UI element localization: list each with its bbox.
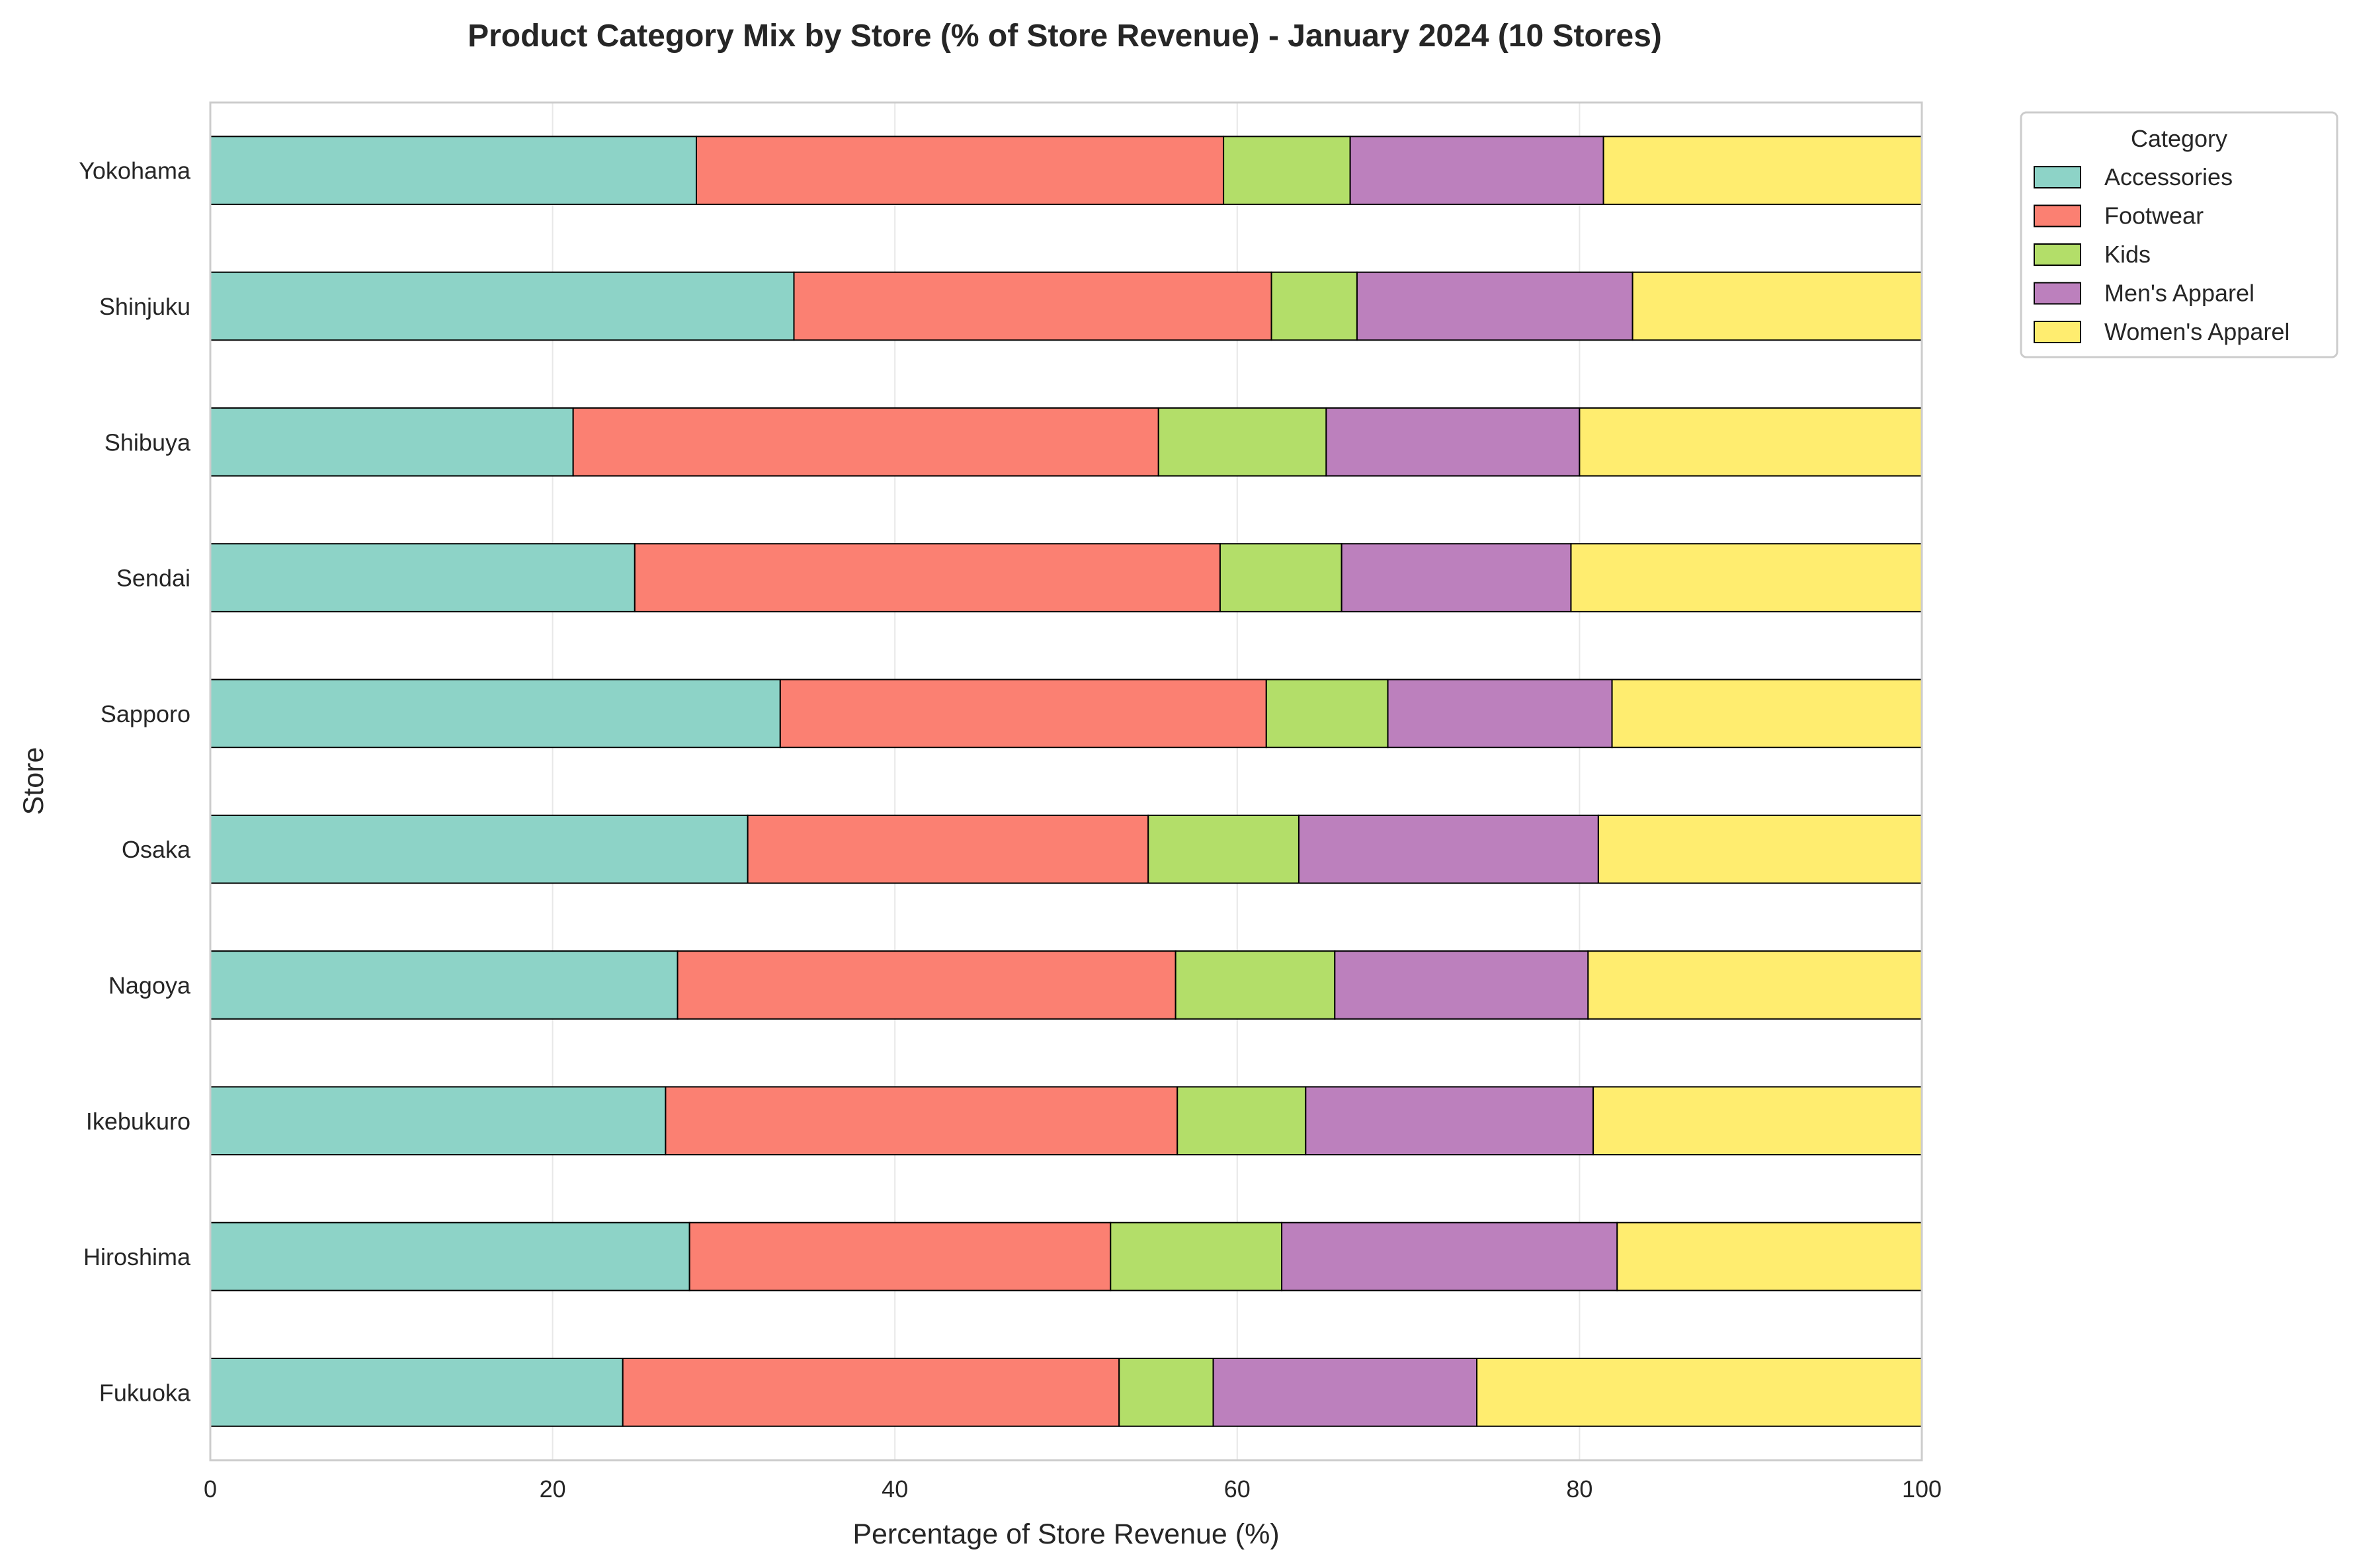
bar-segment <box>665 1086 1178 1156</box>
legend-swatch <box>2034 282 2081 305</box>
bar-segment <box>1219 543 1342 612</box>
legend-swatch <box>2034 166 2081 188</box>
y-tick-label: Shinjuku <box>99 293 190 320</box>
bar-segment <box>1334 950 1589 1020</box>
y-tick-label: Fukuoka <box>99 1379 191 1406</box>
bar-segment <box>1118 1358 1214 1427</box>
bar-segment <box>210 1358 624 1427</box>
legend: Category Accessories Footwear Kids Men's Ap… <box>2020 111 2338 358</box>
bar-segment <box>1570 543 1922 612</box>
legend-swatch <box>2034 204 2081 227</box>
bar-segment <box>210 136 697 205</box>
bar-segment <box>1157 407 1327 477</box>
y-tick-label: Hiroshima <box>83 1243 191 1270</box>
y-tick-label: Sapporo <box>101 700 190 727</box>
bar-segment <box>1476 1358 1923 1427</box>
x-tick-label: 40 <box>882 1475 908 1503</box>
bar-segment <box>747 814 1149 884</box>
bar-segment <box>1349 136 1604 205</box>
x-tick-labels: 0 20 40 60 80 100 <box>204 1475 1942 1503</box>
bar-segment <box>695 136 1225 205</box>
y-tick-label: Yokohama <box>79 157 191 185</box>
y-tick-label: Shibuya <box>104 429 191 456</box>
legend-swatch <box>2034 321 2081 343</box>
bar-segment <box>1212 1358 1478 1427</box>
x-tick-label: 100 <box>1902 1475 1942 1503</box>
legend-title: Category <box>2131 125 2227 152</box>
bar-segment <box>210 950 679 1020</box>
bar-segment <box>1597 814 1922 884</box>
legend-label: Women's Apparel <box>2104 318 2290 345</box>
bar-segment <box>634 543 1221 612</box>
bar-segment <box>1611 679 1923 749</box>
bar-segment <box>1579 407 1922 477</box>
bar-segment <box>1175 950 1336 1020</box>
bar-segment <box>1265 679 1389 749</box>
bar-segment <box>1356 271 1633 341</box>
bar-segment <box>1602 136 1923 205</box>
bar-segment <box>210 543 636 612</box>
x-tick-label: 80 <box>1566 1475 1592 1503</box>
bar-segment <box>210 1086 667 1156</box>
bar-segment <box>210 814 749 884</box>
y-tick-label: Ikebukuro <box>86 1108 190 1135</box>
legend-label: Kids <box>2104 241 2151 268</box>
plot-area: 0 20 40 60 80 100 Yokohama Shinjuku Shibuya Send… <box>79 101 1942 1503</box>
chart-title: Product Category Mix by Store (% of Stor… <box>468 19 1662 54</box>
bar-segment <box>1631 271 1922 341</box>
bar-segment <box>688 1221 1112 1292</box>
x-tick-label: 20 <box>540 1475 566 1503</box>
bar-segment <box>677 950 1176 1020</box>
bar-segment <box>1223 136 1351 205</box>
y-axis-label: Store <box>18 747 50 815</box>
bar-segment <box>1305 1086 1594 1156</box>
bar-segment <box>1616 1221 1922 1292</box>
legend-label: Footwear <box>2104 202 2204 229</box>
y-tick-label: Sendai <box>116 565 190 592</box>
bar-segment <box>1341 543 1572 612</box>
bar-segment <box>1387 679 1613 749</box>
legend-frame <box>2020 111 2338 358</box>
bar-segment <box>1592 1086 1922 1156</box>
bar-segment <box>1325 407 1581 477</box>
bar-segment <box>210 1221 690 1292</box>
plot-frame <box>209 101 1923 1462</box>
x-tick-label: 0 <box>204 1475 217 1503</box>
x-tick-label: 60 <box>1224 1475 1251 1503</box>
bar-segment <box>210 271 795 341</box>
legend-label: Accessories <box>2104 163 2233 190</box>
legend-entries: Accessories Footwear Kids Men's Apparel Wome… <box>2034 163 2290 345</box>
bar-segment <box>1147 814 1300 884</box>
bars <box>210 136 1923 1427</box>
bar-segment <box>210 407 574 477</box>
bar-segment <box>1176 1086 1307 1156</box>
y-tick-label: Osaka <box>122 836 191 863</box>
y-tick-labels: Yokohama Shinjuku Shibuya Sendai Sapporo Osak… <box>79 157 191 1407</box>
bar-segment <box>1298 814 1599 884</box>
bar-segment <box>572 407 1159 477</box>
legend-swatch <box>2034 243 2081 266</box>
bar-segment <box>210 679 781 749</box>
bar-segment <box>622 1358 1120 1427</box>
legend-label: Men's Apparel <box>2104 280 2254 307</box>
bar-segment <box>793 271 1272 341</box>
bar-segment <box>779 679 1267 749</box>
y-tick-label: Nagoya <box>108 971 191 999</box>
bar-segment <box>1587 950 1923 1020</box>
bar-segment <box>1270 271 1358 341</box>
bar-segment <box>1281 1221 1618 1292</box>
bar-segment <box>1110 1221 1283 1292</box>
x-axis-label: Percentage of Store Revenue (%) <box>852 1518 1279 1550</box>
